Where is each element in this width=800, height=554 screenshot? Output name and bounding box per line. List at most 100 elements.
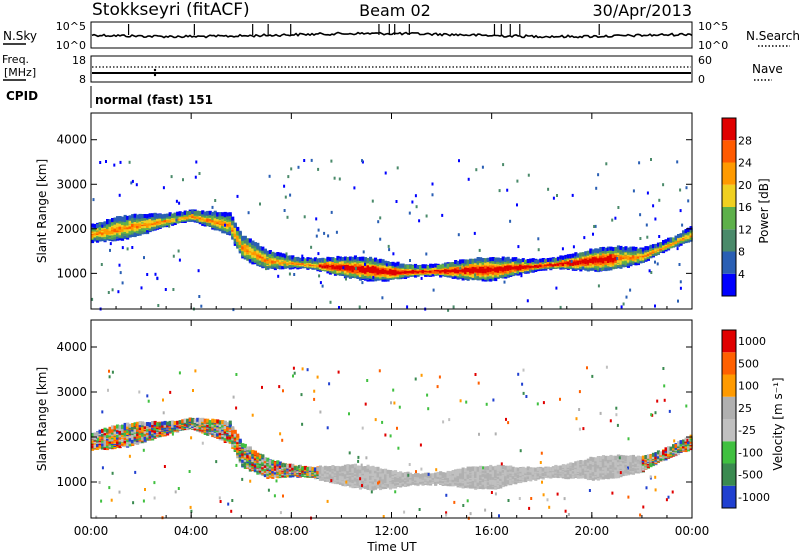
echo-cell <box>384 273 388 278</box>
echo-cell <box>449 265 453 270</box>
echo-speckle <box>441 213 444 217</box>
echo-speckle <box>284 195 287 199</box>
y-tick-label: 2000 <box>56 222 87 236</box>
echo-cell <box>108 431 112 436</box>
echo-speckle <box>595 186 598 190</box>
echo-cell <box>168 420 172 425</box>
echo-cell <box>316 258 320 263</box>
echo-cell <box>116 221 120 226</box>
echo-cell <box>123 224 127 229</box>
echo-cell <box>143 214 147 218</box>
echo-speckle <box>681 223 684 227</box>
echo-speckle <box>342 266 345 270</box>
echo-speckle <box>317 167 320 171</box>
echo-speckle <box>286 215 289 219</box>
echo-cell <box>624 250 628 255</box>
echo-speckle <box>409 259 411 262</box>
echo-cell <box>148 429 152 434</box>
echo-cell <box>218 431 222 436</box>
echo-cell <box>429 263 433 268</box>
echo-cell <box>113 217 117 222</box>
echo-cell <box>126 232 130 237</box>
echo-cell <box>326 260 330 265</box>
echo-cell <box>479 257 483 262</box>
cpid-mode: normal (fast) 151 <box>95 93 213 107</box>
echo-speckle <box>310 245 313 249</box>
station-title: Stokkseyri (fitACF) <box>92 0 250 20</box>
echo-cell <box>118 216 122 220</box>
echo-speckle <box>431 182 434 186</box>
echo-cell <box>601 246 605 251</box>
echo-cell <box>171 214 175 219</box>
cpid-label: CPID <box>6 89 38 103</box>
echo-cell <box>258 246 262 251</box>
echo-cell <box>248 246 252 251</box>
echo-cell <box>101 428 105 433</box>
echo-cell <box>601 249 605 254</box>
echo-speckle <box>131 246 134 249</box>
echo-cell <box>486 275 490 280</box>
echo-cell <box>118 444 122 449</box>
echo-cell <box>148 217 152 222</box>
echo-cell <box>486 277 490 282</box>
echo-cell <box>223 217 227 221</box>
echo-cell <box>439 273 443 278</box>
echo-cell <box>191 212 195 217</box>
echo-cell <box>369 268 373 273</box>
echo-cell <box>146 214 150 219</box>
echo-speckle <box>100 263 103 266</box>
echo-cell <box>188 417 192 422</box>
echo-cell <box>504 257 508 262</box>
echo-cell <box>506 264 510 268</box>
echo-cell <box>399 263 403 268</box>
echo-cell <box>133 213 137 218</box>
echo-cell <box>233 226 237 231</box>
echo-cell <box>146 427 150 432</box>
echo-cell <box>481 262 485 267</box>
echo-speckle <box>243 236 246 240</box>
colorbar-tick-label: 24 <box>738 157 752 170</box>
echo-speckle <box>388 248 391 252</box>
echo-speckle <box>330 159 333 163</box>
echo-cell <box>514 271 518 276</box>
echo-cell <box>531 260 535 265</box>
echo-speckle <box>92 198 95 202</box>
echo-cell <box>121 438 125 443</box>
echo-cell <box>101 432 105 437</box>
echo-cell <box>248 238 252 243</box>
echo-cell <box>288 263 292 268</box>
echo-cell <box>441 264 445 269</box>
echo-cell <box>141 427 145 432</box>
echo-speckle <box>197 269 200 273</box>
echo-cell <box>494 268 498 273</box>
echo-cell <box>93 432 97 437</box>
echo-speckle <box>526 299 529 303</box>
echo-speckle <box>364 262 366 266</box>
echo-speckle <box>329 300 332 304</box>
echo-cell <box>203 418 207 423</box>
echo-speckle <box>475 168 478 172</box>
echo-cell <box>434 263 438 268</box>
echo-cell <box>394 266 398 271</box>
echo-cell <box>111 428 115 433</box>
echo-cell <box>238 239 242 244</box>
echo-cell <box>266 259 270 264</box>
echo-cell <box>606 249 610 254</box>
echo-cell <box>201 212 205 217</box>
colorbar-tick-label: 20 <box>738 179 752 192</box>
echo-speckle <box>662 183 665 187</box>
echo-cell <box>158 213 162 218</box>
echo-cell <box>211 418 215 423</box>
echo-cell <box>121 236 125 241</box>
echo-cell <box>684 229 688 233</box>
echo-cell <box>96 238 100 243</box>
echo-speckle <box>98 222 101 226</box>
echo-cell <box>431 263 435 268</box>
echo-speckle <box>639 213 642 217</box>
echo-cell <box>414 263 418 268</box>
echo-cell <box>486 265 490 270</box>
echo-cell <box>111 440 115 444</box>
echo-speckle <box>140 286 143 290</box>
echo-cell <box>649 244 653 249</box>
echo-cell <box>106 219 110 223</box>
